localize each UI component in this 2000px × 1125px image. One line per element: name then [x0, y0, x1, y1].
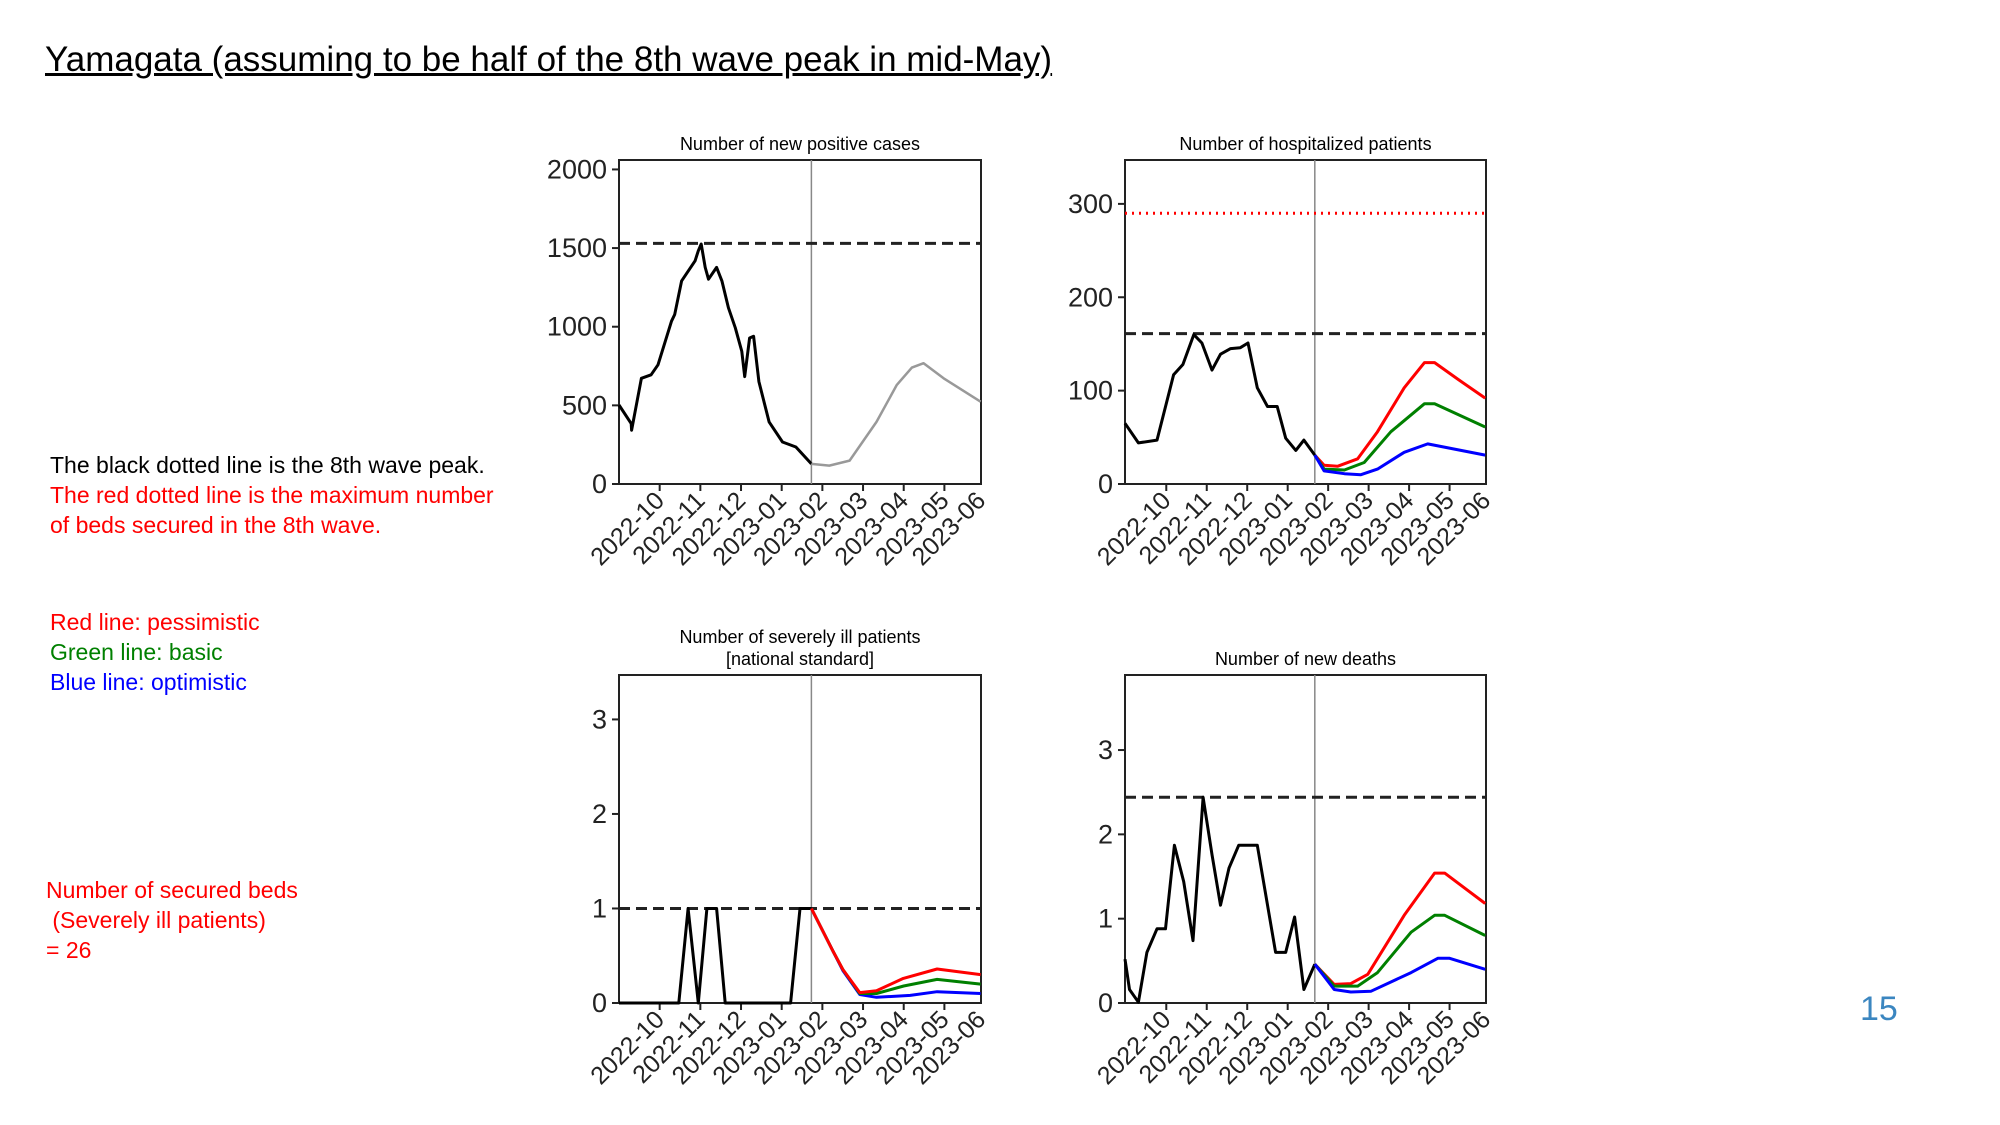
series-pessimistic: [1313, 871, 1487, 986]
series-optimistic: [1313, 956, 1486, 994]
chart-new-positive-cases: Number of new positive cases 0 500 1000 1500…: [547, 134, 991, 571]
note-black-dotted: The black dotted line is the 8th wave pe…: [50, 452, 485, 478]
y-tick-label: 200: [1068, 282, 1113, 312]
note-beds-1: Number of secured beds: [46, 877, 298, 903]
note-red-dotted-1: The red dotted line is the maximum numbe…: [50, 482, 494, 508]
y-tick-label: 0: [1098, 469, 1113, 499]
series-projection: [811, 361, 982, 467]
y-tick-label: 2000: [547, 154, 607, 184]
plot-frame: [618, 159, 982, 485]
legend-blue-line: Blue line: optimistic: [50, 669, 247, 695]
series-optimistic: [1313, 442, 1486, 477]
chart-title: [national standard]: [726, 649, 874, 669]
note-red-dotted-2: of beds secured in the 8th wave.: [50, 512, 382, 538]
chart-hospitalized-patients: Number of hospitalized patients 0 100 200 30…: [1068, 134, 1496, 571]
plot-frame: [1124, 674, 1487, 1004]
y-tick-label: 1000: [547, 312, 607, 342]
y-tick-label: 1: [592, 893, 607, 923]
series-optimistic: [810, 907, 981, 999]
series-basic: [1313, 913, 1486, 988]
plot-frame: [618, 674, 982, 1004]
y-tick-label: 0: [592, 988, 607, 1018]
chart-new-deaths: Number of new deaths01232022-102022-1120…: [1092, 649, 1496, 1090]
chart-title: Number of new deaths: [1215, 649, 1396, 669]
y-tick-label: 1500: [547, 233, 607, 263]
series-pessimistic: [810, 907, 981, 995]
y-tick-label: 3: [1098, 735, 1113, 765]
page-number: 15: [1860, 990, 1898, 1028]
y-tick-label: 1: [1098, 904, 1113, 934]
series-observed: [617, 242, 813, 465]
y-tick-label: 100: [1068, 376, 1113, 406]
legend-green-line: Green line: basic: [50, 639, 223, 665]
y-tick-label: 2: [1098, 819, 1113, 849]
y-tick-label: 0: [592, 469, 607, 499]
y-tick-label: 3: [592, 704, 607, 734]
note-beds-3: = 26: [46, 937, 92, 963]
chart-severely-ill-patients: Number of severely ill patients[national…: [585, 627, 991, 1090]
series-observed: [1123, 333, 1317, 456]
series-pessimistic: [1313, 361, 1487, 468]
series-observed: [619, 907, 812, 1005]
chart-title: Number of new positive cases: [680, 134, 920, 154]
chart-title: Number of severely ill patients: [679, 627, 920, 647]
y-tick-label: 0: [1098, 988, 1113, 1018]
y-tick-label: 2: [592, 799, 607, 829]
series-observed: [1123, 795, 1317, 1004]
plot-frame: [1124, 159, 1487, 485]
series-basic: [1313, 402, 1486, 472]
y-tick-label: 500: [562, 390, 607, 420]
note-beds-2: (Severely ill patients): [46, 907, 266, 933]
legend-red-line: Red line: pessimistic: [50, 609, 260, 635]
page-title: Yamagata (assuming to be half of the 8th…: [45, 40, 1053, 79]
y-tick-label: 300: [1068, 189, 1113, 219]
chart-title: Number of hospitalized patients: [1179, 134, 1431, 154]
